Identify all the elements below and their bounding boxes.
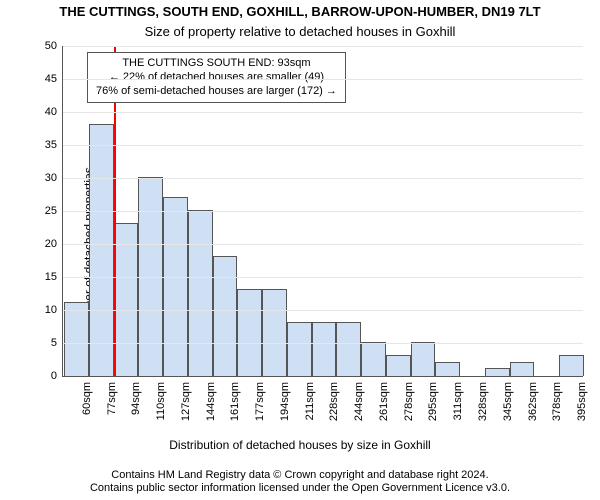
gridline [63, 112, 583, 113]
gridline [63, 277, 583, 278]
gridline [63, 211, 583, 212]
bar [64, 302, 89, 376]
annotation-line2: ← 22% of detached houses are smaller (49… [96, 71, 337, 85]
x-tick-label: 395sqm [576, 382, 588, 421]
y-tick-label: 30 [45, 172, 57, 184]
x-tick-label: 295sqm [427, 382, 439, 421]
annotation-line1: THE CUTTINGS SOUTH END: 93sqm [96, 57, 337, 71]
bar [386, 355, 411, 376]
gridline [63, 244, 583, 245]
bar [361, 342, 386, 376]
bar [114, 223, 139, 376]
credits-line1: Contains HM Land Registry data © Crown c… [0, 469, 600, 483]
bar [237, 289, 262, 376]
x-tick-label: 362sqm [527, 382, 539, 421]
credits: Contains HM Land Registry data © Crown c… [0, 469, 600, 497]
y-tick-label: 0 [51, 370, 57, 382]
gridline [63, 79, 583, 80]
bar [89, 124, 114, 376]
x-tick-label: 244sqm [353, 382, 365, 421]
x-tick-label: 211sqm [304, 382, 316, 420]
x-tick-label: 177sqm [254, 382, 266, 421]
x-tick-label: 77sqm [106, 382, 118, 415]
bar [163, 197, 188, 376]
x-tick-label: 194sqm [279, 382, 291, 421]
x-tick-label: 261sqm [378, 382, 390, 421]
gridline [63, 145, 583, 146]
y-tick-label: 20 [45, 238, 57, 250]
x-tick-label: 110sqm [155, 382, 167, 420]
x-tick-label: 228sqm [328, 382, 340, 421]
x-axis-label: Distribution of detached houses by size … [0, 438, 600, 452]
bar [336, 322, 361, 376]
chart-title-address: THE CUTTINGS, SOUTH END, GOXHILL, BARROW… [0, 4, 600, 19]
annotation-line3: 76% of semi-detached houses are larger (… [96, 85, 337, 99]
gridline [63, 343, 583, 344]
annotation-box: THE CUTTINGS SOUTH END: 93sqm ← 22% of d… [87, 52, 346, 103]
bar [435, 362, 460, 376]
y-tick-label: 35 [45, 139, 57, 151]
bar [485, 368, 510, 376]
bar [188, 210, 213, 376]
y-tick-label: 25 [45, 205, 57, 217]
gridline [63, 46, 583, 47]
bar [213, 256, 238, 376]
x-tick-label: 127sqm [180, 382, 192, 421]
bar [287, 322, 312, 376]
plot-area: THE CUTTINGS SOUTH END: 93sqm ← 22% of d… [62, 46, 583, 377]
bar [262, 289, 287, 376]
y-tick-label: 15 [45, 271, 57, 283]
gridline [63, 178, 583, 179]
x-tick-label: 161sqm [229, 382, 241, 421]
x-tick-label: 278sqm [403, 382, 415, 421]
gridline [63, 310, 583, 311]
x-tick-label: 345sqm [502, 382, 514, 421]
y-tick-label: 5 [51, 337, 57, 349]
x-tick-label: 144sqm [205, 382, 217, 421]
bar [510, 362, 535, 376]
x-tick-label: 378sqm [551, 382, 563, 421]
chart-container: THE CUTTINGS, SOUTH END, GOXHILL, BARROW… [0, 0, 600, 500]
chart-title-sub: Size of property relative to detached ho… [0, 24, 600, 39]
y-tick-label: 45 [45, 73, 57, 85]
x-tick-label: 328sqm [477, 382, 489, 421]
bar [411, 342, 436, 376]
y-tick-label: 10 [45, 304, 57, 316]
bar [312, 322, 337, 376]
credits-line2: Contains public sector information licen… [0, 482, 600, 496]
x-tick-label: 60sqm [81, 382, 93, 415]
x-tick-label: 311sqm [452, 382, 464, 420]
y-tick-label: 50 [45, 40, 57, 52]
x-tick-label: 94sqm [130, 382, 142, 415]
y-tick-label: 40 [45, 106, 57, 118]
bar [559, 355, 584, 376]
